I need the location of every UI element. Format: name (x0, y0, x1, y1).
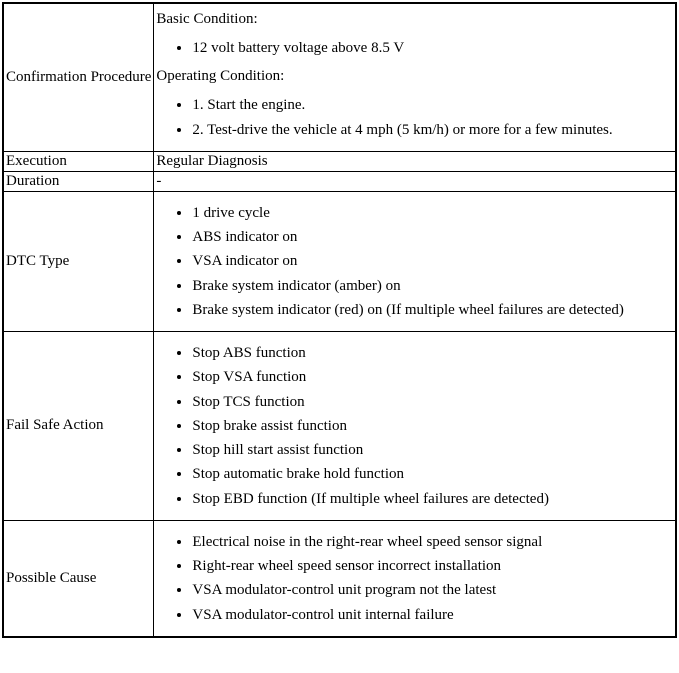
label-confirmation-text: Confirmation Procedure (6, 69, 151, 85)
label-duration: Duration (3, 171, 154, 191)
list-item: 2. Test-drive the vehicle at 4 mph (5 km… (192, 120, 673, 140)
row-confirmation: Confirmation Procedure Basic Condition: … (3, 3, 676, 151)
list-item: Electrical noise in the right-rear wheel… (192, 532, 673, 552)
list-item: ABS indicator on (192, 227, 673, 247)
label-duration-text: Duration (6, 173, 59, 189)
value-duration: - (156, 173, 161, 189)
basic-condition-list: 12 volt battery voltage above 8.5 V (192, 38, 673, 58)
label-confirmation: Confirmation Procedure (3, 3, 154, 151)
content-fail-safe: Stop ABS function Stop VSA function Stop… (154, 332, 676, 521)
content-confirmation: Basic Condition: 12 volt battery voltage… (154, 3, 676, 151)
label-execution: Execution (3, 151, 154, 171)
list-item: VSA modulator-control unit program not t… (192, 580, 673, 600)
possible-cause-list: Electrical noise in the right-rear wheel… (192, 532, 673, 625)
list-item: Stop brake assist function (192, 416, 673, 436)
row-execution: Execution Regular Diagnosis (3, 151, 676, 171)
list-item: Stop EBD function (If multiple wheel fai… (192, 489, 673, 509)
list-item: Stop automatic brake hold function (192, 464, 673, 484)
operating-condition-list: 1. Start the engine. 2. Test-drive the v… (192, 95, 673, 140)
content-duration: - (154, 171, 676, 191)
row-fail-safe: Fail Safe Action Stop ABS function Stop … (3, 332, 676, 521)
label-fail-safe: Fail Safe Action (3, 332, 154, 521)
basic-condition-title: Basic Condition: (156, 11, 673, 28)
fail-safe-list: Stop ABS function Stop VSA function Stop… (192, 343, 673, 509)
list-item: VSA indicator on (192, 251, 673, 271)
list-item: Brake system indicator (amber) on (192, 276, 673, 296)
list-item: Stop TCS function (192, 392, 673, 412)
row-dtc-type: DTC Type 1 drive cycle ABS indicator on … (3, 191, 676, 331)
row-duration: Duration - (3, 171, 676, 191)
label-dtc-type-text: DTC Type (6, 253, 69, 269)
label-possible-cause-text: Possible Cause (6, 570, 96, 586)
list-item: 1. Start the engine. (192, 95, 673, 115)
label-execution-text: Execution (6, 153, 67, 169)
list-item: Brake system indicator (red) on (If mult… (192, 300, 673, 320)
list-item: Stop hill start assist function (192, 440, 673, 460)
list-item: 12 volt battery voltage above 8.5 V (192, 38, 673, 58)
label-possible-cause: Possible Cause (3, 520, 154, 637)
content-possible-cause: Electrical noise in the right-rear wheel… (154, 520, 676, 637)
dtc-type-list: 1 drive cycle ABS indicator on VSA indic… (192, 203, 673, 320)
value-execution: Regular Diagnosis (156, 153, 267, 169)
label-dtc-type: DTC Type (3, 191, 154, 331)
label-fail-safe-text: Fail Safe Action (6, 417, 104, 433)
list-item: Right-rear wheel speed sensor incorrect … (192, 556, 673, 576)
list-item: 1 drive cycle (192, 203, 673, 223)
content-execution: Regular Diagnosis (154, 151, 676, 171)
operating-condition-title: Operating Condition: (156, 68, 673, 85)
list-item: Stop ABS function (192, 343, 673, 363)
list-item: VSA modulator-control unit internal fail… (192, 605, 673, 625)
content-dtc-type: 1 drive cycle ABS indicator on VSA indic… (154, 191, 676, 331)
row-possible-cause: Possible Cause Electrical noise in the r… (3, 520, 676, 637)
diagnostic-table: Confirmation Procedure Basic Condition: … (2, 2, 677, 638)
list-item: Stop VSA function (192, 367, 673, 387)
